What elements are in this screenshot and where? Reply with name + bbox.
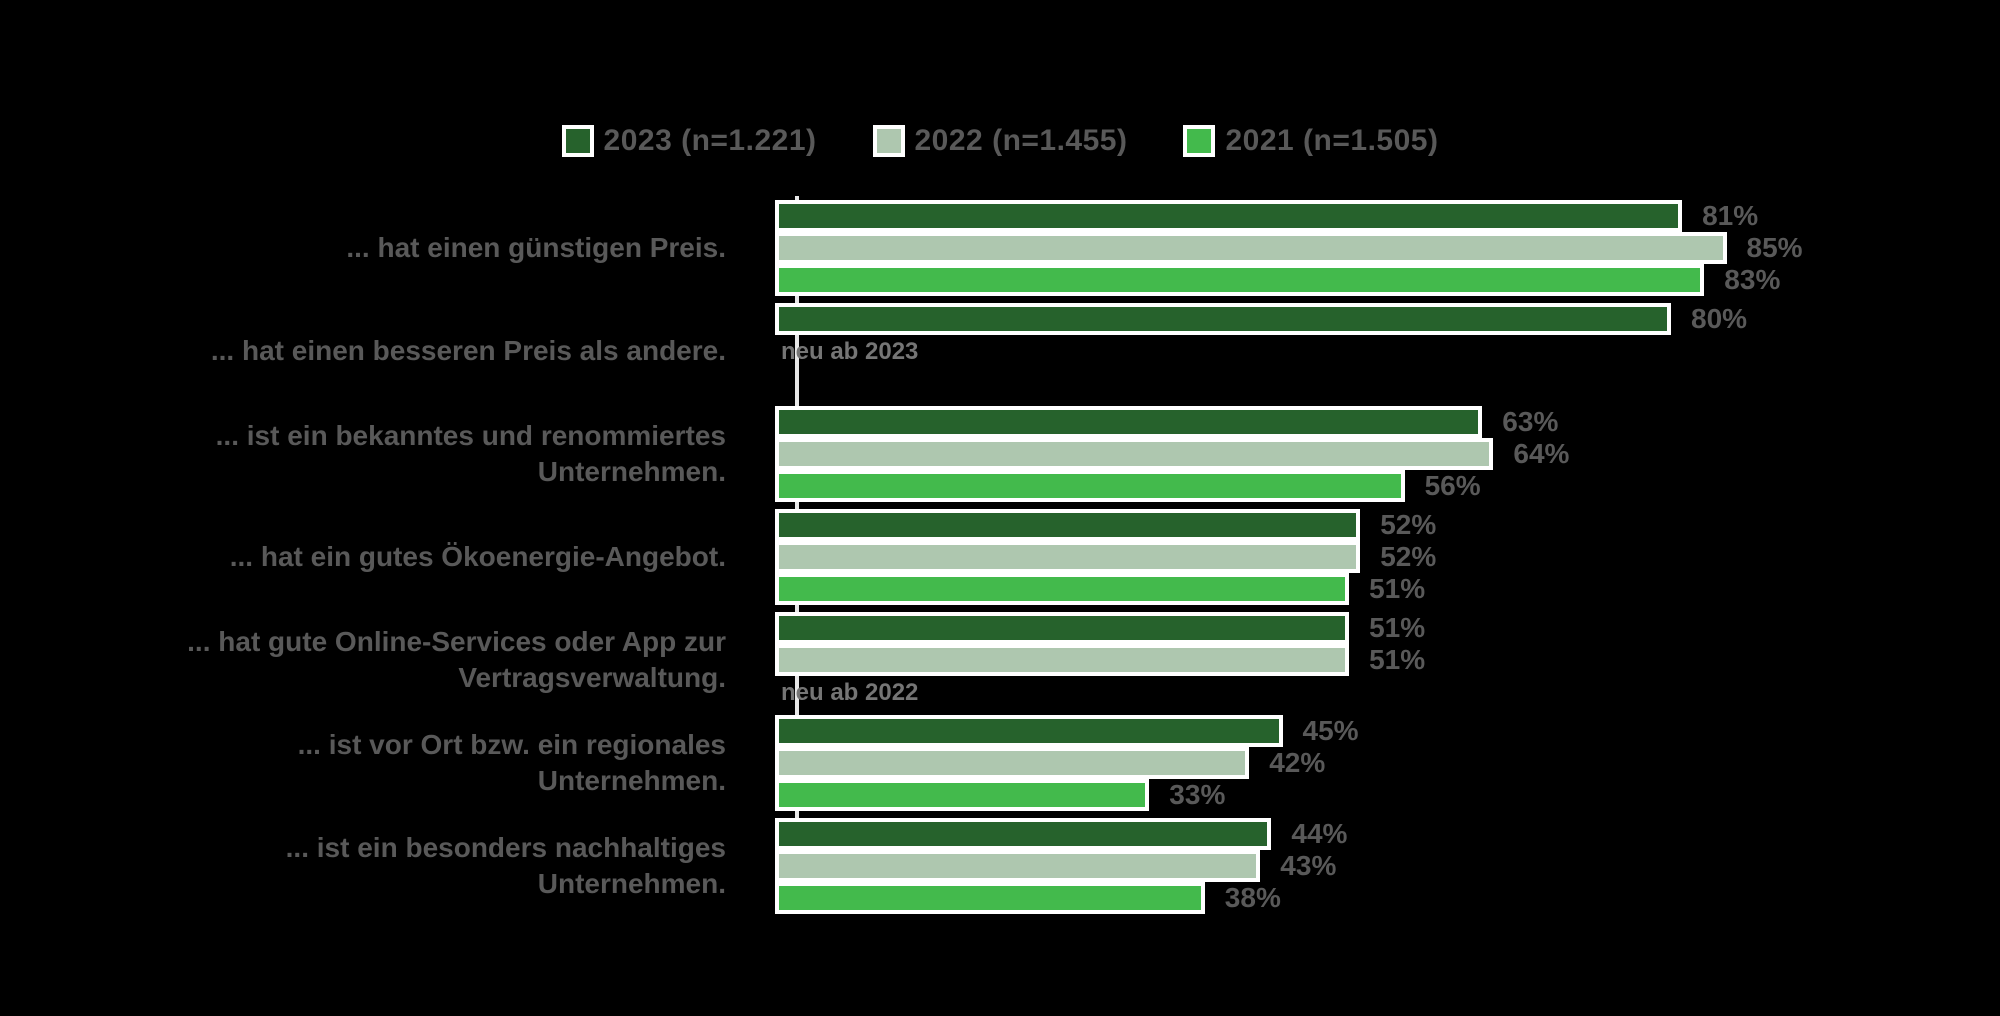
bar-slot: 51%	[775, 573, 2000, 605]
legend-item-2022: 2022 (n=1.455)	[872, 124, 1128, 158]
legend-swatch-icon	[872, 125, 905, 157]
value-label: 44%	[1291, 818, 1348, 849]
new-series-annotation: neu ab 2023	[781, 338, 919, 365]
legend: 2023 (n=1.221) 2022 (n=1.455) 2021 (n=1.50…	[0, 124, 2000, 158]
bar-2023	[775, 509, 1361, 541]
value-label: 33%	[1169, 779, 1226, 810]
bar-2023	[775, 612, 1350, 644]
legend-item-2023: 2023 (n=1.221)	[561, 124, 817, 158]
bar-2023	[775, 200, 1683, 232]
bar-group: 44% 43% 38%	[775, 818, 2000, 914]
bar-2022	[775, 747, 1250, 779]
category-label: ... hat gute Online-Services oder App zu…	[187, 626, 726, 693]
bar-slot: 44%	[775, 818, 2000, 850]
bar-group: 52% 52% 51%	[775, 509, 2000, 605]
bar-2022	[775, 438, 1494, 470]
bar-slot: 81%	[775, 200, 2000, 232]
bar-slot: 56%	[775, 470, 2000, 502]
bar-slot	[775, 367, 2000, 399]
legend-swatch-icon	[561, 125, 594, 157]
legend-label: 2022 (n=1.455)	[914, 124, 1128, 157]
bar-2023	[775, 303, 1671, 335]
legend-swatch-icon	[1183, 125, 1216, 157]
category-group: ... hat ein gutes Ökoenergie-Angebot. 52%…	[0, 509, 2000, 605]
bar-slot: 51%	[775, 612, 2000, 644]
value-label: 56%	[1424, 470, 1481, 501]
value-label: 45%	[1302, 715, 1359, 746]
bar-slot: neu ab 2022	[775, 676, 2000, 708]
value-label: 63%	[1502, 406, 1559, 437]
category-label: ... hat ein gutes Ökoenergie-Angebot.	[229, 541, 726, 573]
value-label: 51%	[1369, 573, 1426, 604]
value-label: 51%	[1369, 644, 1426, 675]
bar-2023	[775, 406, 1483, 438]
bar-2021	[775, 470, 1405, 502]
category-group: ... hat einen besseren Preis als andere.…	[0, 303, 2000, 399]
category-group: ... ist vor Ort bzw. ein regionales Unte…	[0, 715, 2000, 811]
category-group: ... ist ein bekanntes und renommiertes U…	[0, 406, 2000, 502]
bar-slot: 45%	[775, 715, 2000, 747]
value-label: 80%	[1691, 303, 1748, 334]
bar-2022	[775, 232, 1727, 264]
bar-2022	[775, 644, 1350, 676]
category-label: ... ist ein bekanntes und renommiertes U…	[215, 420, 726, 487]
bar-2022	[775, 850, 1261, 882]
bar-slot: neu ab 2023	[775, 335, 2000, 367]
bar-2021	[775, 882, 1205, 914]
bar-2023	[775, 818, 1272, 850]
value-label: 52%	[1380, 541, 1437, 572]
bar-group: 51% 51% neu ab 2022	[775, 612, 2000, 708]
bar-slot: 38%	[775, 882, 2000, 914]
bar-slot: 80%	[775, 303, 2000, 335]
bar-2022	[775, 541, 1361, 573]
category-label: ... ist vor Ort bzw. ein regionales Unte…	[297, 729, 726, 796]
bar-slot: 63%	[775, 406, 2000, 438]
bar-slot: 52%	[775, 509, 2000, 541]
bar-slot: 64%	[775, 438, 2000, 470]
bar-slot: 43%	[775, 850, 2000, 882]
category-label: ... hat einen besseren Preis als andere.	[210, 335, 726, 367]
bar-slot: 83%	[775, 264, 2000, 296]
bar-group: 63% 64% 56%	[775, 406, 2000, 502]
bar-slot: 52%	[775, 541, 2000, 573]
bar-2023	[775, 715, 1283, 747]
category-label: ... ist ein besonders nachhaltiges Unter…	[285, 832, 726, 899]
value-label: 81%	[1702, 200, 1759, 231]
value-label: 43%	[1280, 850, 1337, 881]
new-series-annotation: neu ab 2022	[781, 679, 919, 706]
category-group: ... hat gute Online-Services oder App zu…	[0, 612, 2000, 708]
legend-label: 2023 (n=1.221)	[603, 124, 817, 157]
category-label: ... hat einen günstigen Preis.	[346, 232, 726, 264]
bar-2021	[775, 264, 1705, 296]
bar-group: 80% neu ab 2023	[775, 303, 2000, 399]
bar-2021	[775, 573, 1350, 605]
category-group: ... hat einen günstigen Preis. 81% 85% 83%	[0, 200, 2000, 296]
bar-slot: 85%	[775, 232, 2000, 264]
bar-slot: 42%	[775, 747, 2000, 779]
bar-group: 81% 85% 83%	[775, 200, 2000, 296]
value-label: 85%	[1746, 232, 1803, 263]
bar-2021	[775, 779, 1150, 811]
value-label: 52%	[1380, 509, 1437, 540]
category-group: ... ist ein besonders nachhaltiges Unter…	[0, 818, 2000, 914]
value-label: 83%	[1724, 264, 1781, 295]
value-label: 51%	[1369, 612, 1426, 643]
chart-rows: ... hat einen günstigen Preis. 81% 85% 83%.…	[0, 200, 2000, 914]
legend-item-2021: 2021 (n=1.505)	[1183, 124, 1438, 158]
bar-group: 45% 42% 33%	[775, 715, 2000, 811]
value-label: 64%	[1513, 438, 1570, 469]
legend-label: 2021 (n=1.505)	[1225, 124, 1439, 157]
bar-slot: 33%	[775, 779, 2000, 811]
value-label: 38%	[1224, 882, 1281, 913]
value-label: 42%	[1269, 747, 1326, 778]
bar-slot: 51%	[775, 644, 2000, 676]
